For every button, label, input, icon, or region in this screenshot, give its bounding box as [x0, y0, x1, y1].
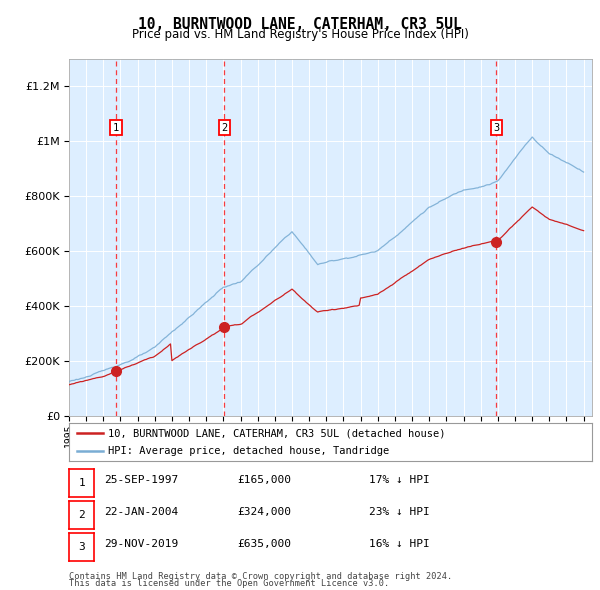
Text: 2: 2 [221, 123, 227, 133]
Text: 25-SEP-1997: 25-SEP-1997 [104, 476, 178, 485]
Text: This data is licensed under the Open Government Licence v3.0.: This data is licensed under the Open Gov… [69, 579, 389, 588]
Text: 3: 3 [78, 542, 85, 552]
Text: Price paid vs. HM Land Registry's House Price Index (HPI): Price paid vs. HM Land Registry's House … [131, 28, 469, 41]
Text: £165,000: £165,000 [237, 476, 291, 485]
Text: 22-JAN-2004: 22-JAN-2004 [104, 507, 178, 517]
Text: Contains HM Land Registry data © Crown copyright and database right 2024.: Contains HM Land Registry data © Crown c… [69, 572, 452, 581]
Text: £324,000: £324,000 [237, 507, 291, 517]
Text: HPI: Average price, detached house, Tandridge: HPI: Average price, detached house, Tand… [108, 446, 389, 456]
Text: 10, BURNTWOOD LANE, CATERHAM, CR3 5UL (detached house): 10, BURNTWOOD LANE, CATERHAM, CR3 5UL (d… [108, 428, 446, 438]
Text: 16% ↓ HPI: 16% ↓ HPI [369, 539, 430, 549]
Text: 10, BURNTWOOD LANE, CATERHAM, CR3 5UL: 10, BURNTWOOD LANE, CATERHAM, CR3 5UL [138, 17, 462, 31]
Text: 2: 2 [78, 510, 85, 520]
Text: £635,000: £635,000 [237, 539, 291, 549]
Text: 1: 1 [78, 478, 85, 488]
Text: 17% ↓ HPI: 17% ↓ HPI [369, 476, 430, 485]
Text: 23% ↓ HPI: 23% ↓ HPI [369, 507, 430, 517]
Text: 1: 1 [113, 123, 119, 133]
Text: 3: 3 [493, 123, 500, 133]
Text: 29-NOV-2019: 29-NOV-2019 [104, 539, 178, 549]
